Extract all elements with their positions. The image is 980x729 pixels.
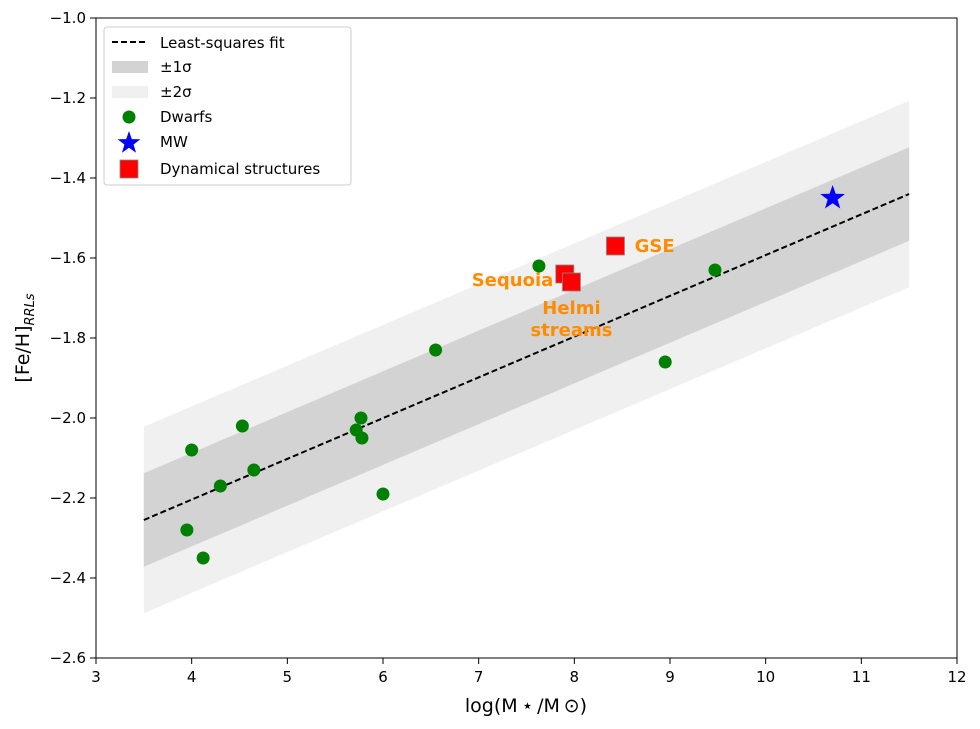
annotation-line: GSE [635, 236, 675, 257]
y-axis-label-sub: RRLs [23, 293, 38, 325]
legend-mw-label: MW [160, 133, 188, 151]
dwarfs-point [429, 343, 443, 357]
y-tick-label: −1.8 [50, 329, 86, 347]
dwarfs-point [376, 487, 390, 501]
data-points [180, 185, 845, 565]
x-axis-label: log(M ⋆ /M ⊙) [465, 695, 587, 717]
dwarfs-point [196, 551, 210, 565]
fit-line-group [143, 193, 910, 521]
x-tick-label: 7 [474, 668, 484, 686]
dwarfs-point [355, 431, 369, 445]
y-tick-label: −1.6 [50, 249, 86, 267]
fit-line [143, 193, 910, 521]
x-tick-label: 12 [947, 668, 966, 686]
x-tick-label: 5 [283, 668, 293, 686]
legend-frame [103, 26, 352, 186]
y-tick-label: −2.4 [50, 569, 86, 587]
dwarfs-point [185, 443, 199, 457]
legend-mw-marker [117, 131, 141, 153]
x-tick-label: 6 [378, 668, 388, 686]
annotation-line: Sequoia [472, 270, 554, 291]
dwarfs-point [354, 411, 368, 425]
legend-dwarfs-label: Dwarfs [160, 108, 212, 126]
y-tick-label: −2.6 [50, 649, 86, 667]
legend-structures-label: Dynamical structures [160, 160, 320, 178]
x-tick-label: 3 [91, 668, 101, 686]
legend: Least-squares fit ±1σ ±2σ Dwarfs MW Dyna… [103, 26, 352, 186]
dwarfs-point [532, 259, 546, 273]
dwarfs-point [213, 479, 227, 493]
dynamical-structures-point [562, 272, 581, 292]
x-tick-label: 11 [852, 668, 871, 686]
y-tick-label: −1.2 [50, 89, 86, 107]
y-tick-label: −1.0 [50, 9, 86, 27]
dwarfs-point [247, 463, 261, 477]
legend-band2-swatch [112, 86, 148, 98]
x-tick-label: 4 [187, 668, 197, 686]
y-tick-label: −2.2 [50, 489, 86, 507]
dwarfs-point [235, 419, 249, 433]
y-tick-label: −1.4 [50, 169, 86, 187]
dwarfs-point [180, 523, 194, 537]
legend-band2-label: ±2σ [160, 83, 192, 101]
legend-dwarfs-marker [122, 110, 136, 124]
legend-band1-label: ±1σ [160, 58, 192, 76]
y-axis-label: [Fe/H]RRLs [12, 293, 38, 382]
y-axis: −2.6 −2.4 −2.2 −2.0 −1.8 −1.6 −1.4 −1.2 −1.0 [50, 9, 96, 667]
x-tick-label: 9 [665, 668, 675, 686]
dwarfs-point [658, 355, 672, 369]
annotation-gse: GSE [635, 236, 675, 257]
annotation-line: streams [530, 320, 612, 341]
x-tick-label: 10 [756, 668, 775, 686]
x-tick-label: 8 [570, 668, 580, 686]
y-tick-label: −2.0 [50, 409, 86, 427]
annotation-line: Helmi [542, 298, 600, 319]
legend-structures-marker [119, 159, 139, 179]
legend-fit-label: Least-squares fit [160, 34, 285, 52]
mw-point [820, 185, 845, 209]
annotation-helmi-streams: Helmi streams [530, 298, 612, 341]
y-axis-label-main: [Fe/H] [12, 326, 34, 383]
x-axis: 3 4 5 6 7 8 9 10 11 12 [91, 658, 967, 686]
dynamical-structures-point [606, 236, 625, 256]
legend-band1-swatch [112, 61, 148, 73]
annotations: GSE Sequoia Helmi streams [472, 236, 675, 341]
dwarfs-point [708, 263, 722, 277]
annotation-sequoia: Sequoia [472, 270, 554, 291]
